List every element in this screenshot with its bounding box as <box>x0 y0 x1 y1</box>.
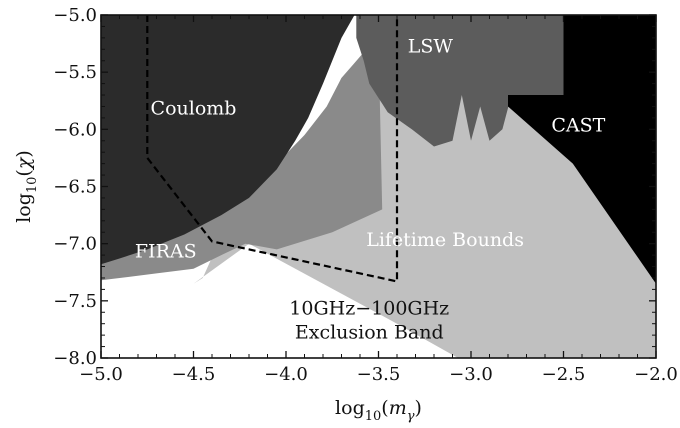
exclusion-band-label-line: Exclusion Band <box>295 322 444 344</box>
region-label-firas: FIRAS <box>135 240 197 262</box>
x-tick-label: −4.0 <box>264 364 308 385</box>
exclusion-band-label-line: 10GHz−100GHz <box>289 298 449 320</box>
x-axis-title: log10(mγ) <box>335 397 422 424</box>
y-tick-label: −5.5 <box>53 62 97 83</box>
region-label-cast: CAST <box>551 115 605 137</box>
x-tick-label: −2.0 <box>634 364 678 385</box>
region-label-lsw: LSW <box>408 36 454 58</box>
y-tick-label: −6.0 <box>53 119 97 140</box>
x-tick-label: −5.0 <box>79 364 123 385</box>
regions <box>101 15 656 358</box>
y-tick-label: −7.0 <box>53 234 97 255</box>
x-tick-label: −3.5 <box>357 364 401 385</box>
x-axis: −5.0 −4.5 −4.0 −3.5 −3.0 −2.5 −2.0 <box>79 15 678 385</box>
y-tick-label: −5.0 <box>53 5 97 26</box>
region-firas <box>101 40 383 281</box>
x-tick-label: −3.0 <box>449 364 493 385</box>
exclusion-band-label: 10GHz−100GHz Exclusion Band <box>289 298 449 344</box>
x-tick-label: −2.5 <box>542 364 586 385</box>
y-axis-title: log10(χ) <box>13 150 40 223</box>
y-tick-label: −8.0 <box>53 348 97 369</box>
region-label-coulomb: Coulomb <box>151 97 237 119</box>
region-labels: Lifetime Bounds FIRAS LSW CAST Coulomb <box>135 36 606 263</box>
y-tick-label: −7.5 <box>53 291 97 312</box>
region-lsw <box>356 15 564 147</box>
x-tick-label: −4.5 <box>172 364 216 385</box>
exclusion-band-outline <box>146 15 399 283</box>
region-cast <box>508 15 656 284</box>
y-tick-label: −6.5 <box>53 177 97 198</box>
plot-area <box>101 15 656 358</box>
region-coulomb <box>101 15 355 265</box>
y-axis: −8.0 −7.5 −7.0 −6.5 −6.0 −5.5 −5.0 <box>53 5 656 369</box>
region-label-lifetime-bounds: Lifetime Bounds <box>366 229 524 251</box>
